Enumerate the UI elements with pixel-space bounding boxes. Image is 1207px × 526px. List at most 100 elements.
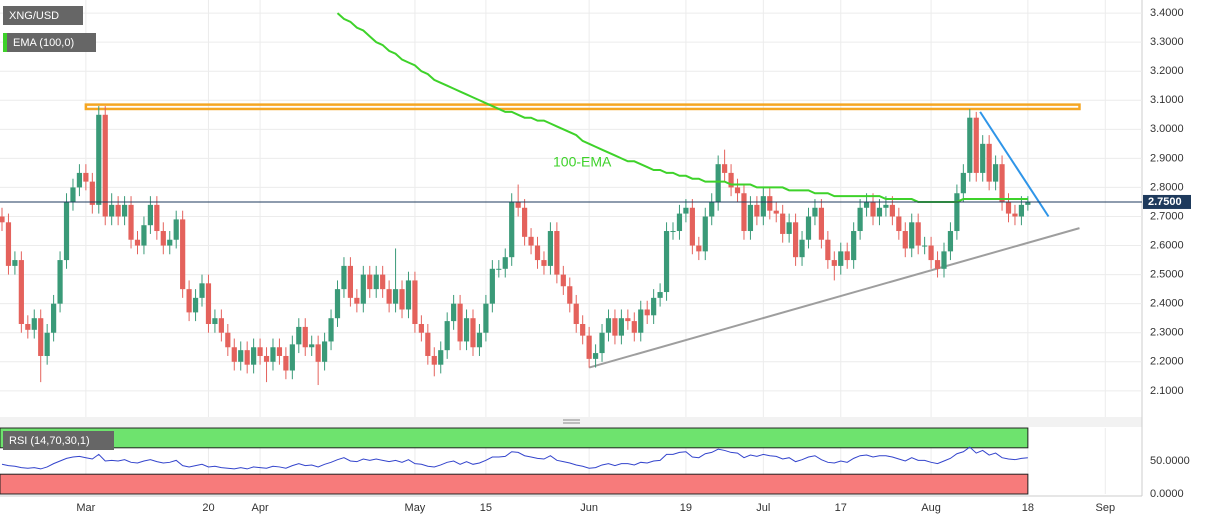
candle-body <box>670 231 676 233</box>
symbol-label: XNG/USD <box>3 6 83 25</box>
candle-body <box>825 239 831 261</box>
last-price-box <box>1143 194 1191 209</box>
candle-body <box>496 268 502 270</box>
candle-body <box>541 260 547 266</box>
candle-body <box>612 318 618 336</box>
candle-body <box>463 318 470 342</box>
candle-body <box>44 332 50 356</box>
y-tick-label: 3.0000 <box>1150 123 1184 135</box>
candle-body <box>651 297 657 316</box>
candle-body <box>528 236 534 246</box>
y-tick-label: 2.8000 <box>1150 181 1184 193</box>
label-box <box>3 33 96 52</box>
y-tick-label: 2.3000 <box>1150 327 1184 339</box>
candle-body <box>638 309 644 333</box>
ema-line <box>336 12 1028 203</box>
candle-body <box>180 219 186 290</box>
candle-body <box>270 347 276 362</box>
candle-body <box>870 201 876 217</box>
x-tick-label: 15 <box>480 502 492 514</box>
candle-body <box>70 187 76 202</box>
candle-body <box>96 114 102 205</box>
candle-body <box>51 303 57 333</box>
candle-body <box>5 222 12 266</box>
candle-body <box>231 347 237 362</box>
candle-body <box>367 274 373 290</box>
legend-entry: RSI (14,70,30,1) <box>9 435 90 447</box>
candle-body <box>38 318 44 356</box>
candle-body <box>309 344 315 348</box>
candle-body <box>831 260 837 266</box>
candle-body <box>818 207 825 240</box>
candle-body <box>741 193 747 232</box>
rsi-tick-label: 0.0000 <box>1150 488 1184 500</box>
candle-body <box>928 245 934 261</box>
candle-body <box>238 350 244 362</box>
candle-body <box>192 297 199 313</box>
candle-body <box>915 222 921 246</box>
x-tick-label: Aug <box>921 502 941 514</box>
candle-body <box>418 324 424 333</box>
candle-body <box>754 204 760 217</box>
x-tick-label: Sep <box>1095 502 1115 514</box>
candle-body <box>586 335 592 359</box>
candle-body <box>347 265 354 298</box>
candle-body <box>522 207 528 237</box>
y-tick-label: 3.2000 <box>1150 65 1184 77</box>
candle-body <box>547 231 554 266</box>
y-tick-label: 2.6000 <box>1150 239 1184 251</box>
x-tick-label: 20 <box>202 502 214 514</box>
panel-separator <box>0 417 1142 427</box>
candle-body <box>767 196 773 211</box>
candle-body <box>857 207 863 232</box>
overbought-band <box>0 427 1029 449</box>
candle-body <box>973 117 979 173</box>
candle-body <box>121 204 128 217</box>
candle-body <box>909 222 915 249</box>
candle-body <box>89 181 95 205</box>
candle-body <box>689 207 695 246</box>
candle-body <box>709 201 715 217</box>
trendline <box>979 111 1050 218</box>
rsi-tick-label: 50.0000 <box>1150 455 1190 467</box>
candle-body <box>154 204 160 232</box>
legend-entry: EMA (100,0) <box>13 37 74 49</box>
y-tick-label: 3.3000 <box>1150 36 1184 48</box>
candle-body <box>83 172 89 182</box>
axes: 2.1000 2.2000 2.3000 2.4000 2.5000 2.6000 2.70… <box>76 7 1189 514</box>
candle-body <box>134 239 141 246</box>
candle-body <box>199 283 205 298</box>
candle-body <box>534 245 541 261</box>
candle-body <box>276 347 283 356</box>
candle-body <box>412 280 418 325</box>
rsi-label: RSI (14,70,30,1) <box>3 431 114 450</box>
candle-body <box>580 324 586 336</box>
candle-body <box>483 303 489 333</box>
candle-body <box>934 260 941 269</box>
candle-body <box>438 350 444 365</box>
candle-body <box>696 245 702 252</box>
y-tick-label: 2.5000 <box>1150 269 1184 281</box>
candle-body <box>360 274 366 304</box>
candle-body <box>683 207 689 214</box>
candle-body <box>1025 201 1031 205</box>
candle-body <box>599 332 605 354</box>
candle-body <box>676 213 683 232</box>
candle-body <box>844 251 850 261</box>
candle-body <box>334 289 341 319</box>
candle-body <box>792 222 799 258</box>
candle-body <box>567 286 573 304</box>
candle-body <box>715 164 721 202</box>
candle-body <box>722 164 728 173</box>
candle-body <box>1012 213 1018 217</box>
candle-body <box>625 318 631 322</box>
candle-body <box>399 289 405 310</box>
candle-body <box>883 204 889 208</box>
candle-body <box>451 303 457 322</box>
price-panel <box>0 12 1081 386</box>
x-tick-label: May <box>405 502 426 514</box>
candle-body <box>986 143 992 182</box>
candle-body <box>25 324 31 330</box>
candle-body <box>141 225 147 246</box>
candle-body <box>380 274 386 290</box>
